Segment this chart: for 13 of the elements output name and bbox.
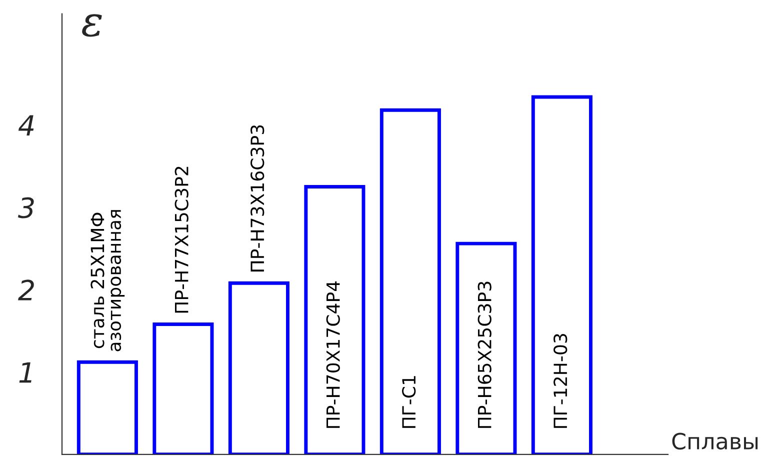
- x-tick-label: ПР-Н65Х25С3Р3: [478, 282, 492, 428]
- x-tick-label: ПГ-С1: [402, 376, 416, 428]
- y-tick-label: 3: [18, 197, 34, 218]
- x-tick-label: сталь 25Х1МФ азотированная: [90, 210, 125, 352]
- y-tick-label: 2: [18, 280, 34, 300]
- y-tick-label: 4: [18, 115, 34, 136]
- x-axis-title: Сплавы: [672, 432, 758, 450]
- y-axis-title: ε: [82, 14, 102, 37]
- x-tick-label: ПГ-12Н-03: [554, 334, 568, 428]
- x-tick-label: ПР-Н70Х17С4Р4: [326, 281, 340, 428]
- x-tick-label: ПР-Н77Х15С3Р2: [174, 166, 188, 313]
- x-tick-label: ПР-Н73Х16С3Р3: [250, 125, 264, 272]
- y-tick-label: 1: [19, 362, 32, 383]
